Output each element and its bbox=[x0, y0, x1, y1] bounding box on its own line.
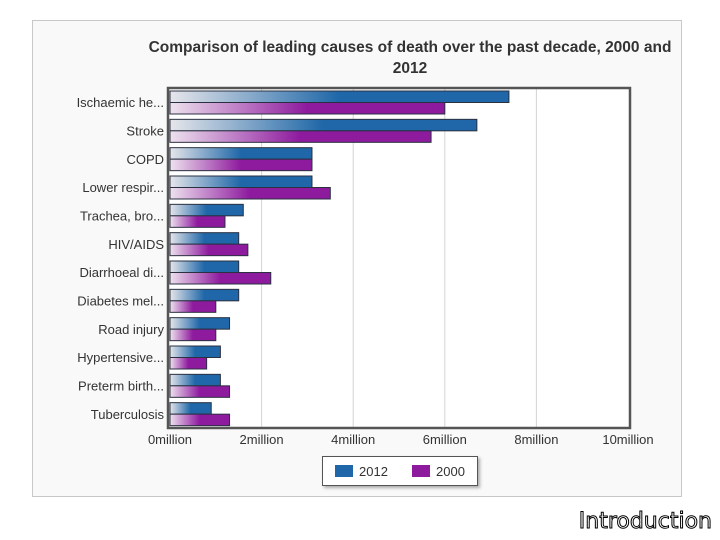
legend-swatch-2012 bbox=[335, 465, 354, 477]
bar-2012 bbox=[169, 317, 231, 330]
y-tick-label: COPD bbox=[126, 152, 164, 167]
y-tick-label: Trachea, bro... bbox=[80, 209, 164, 224]
bar-2000 bbox=[169, 187, 331, 200]
plot-border bbox=[166, 86, 632, 430]
bar-2012 bbox=[169, 260, 240, 273]
bar-2000 bbox=[169, 272, 272, 285]
plot-background bbox=[168, 88, 630, 428]
x-tick-label: 0million bbox=[148, 432, 192, 447]
x-tick-label: 10million bbox=[602, 432, 653, 447]
x-tick-label: 6million bbox=[423, 432, 467, 447]
bar-2000 bbox=[169, 130, 432, 143]
x-tick-label: 2million bbox=[240, 432, 284, 447]
y-tick-label: Ischaemic he... bbox=[77, 95, 164, 110]
y-tick-label: HIV/AIDS bbox=[108, 237, 164, 252]
bar-2000 bbox=[169, 102, 446, 115]
bar-2012 bbox=[169, 402, 212, 415]
bar-2012 bbox=[169, 147, 313, 160]
bar-2000 bbox=[169, 357, 208, 370]
bar-2000 bbox=[169, 328, 217, 342]
y-tick-label: Diabetes mel... bbox=[77, 294, 164, 309]
bar-2000 bbox=[169, 215, 226, 228]
legend-label: 2000 bbox=[436, 463, 465, 479]
y-tick-label: Road injury bbox=[98, 322, 164, 337]
legend-swatch-2000 bbox=[412, 465, 431, 477]
x-tick-label: 4million bbox=[331, 432, 375, 447]
y-tick-label: Diarrhoeal di... bbox=[79, 265, 164, 280]
legend-item-2012[interactable]: 2012 bbox=[335, 464, 388, 479]
legend: 2012 2000 bbox=[322, 456, 478, 486]
bar-2000 bbox=[169, 300, 217, 313]
bar-2012 bbox=[169, 90, 510, 103]
bar-2012 bbox=[169, 373, 221, 387]
bar-2000 bbox=[169, 385, 231, 398]
y-tick-label: Hypertensive... bbox=[77, 350, 164, 365]
bar-2012 bbox=[169, 175, 313, 188]
y-tick-label: Stroke bbox=[126, 124, 164, 139]
y-tick-label: Lower respir... bbox=[82, 180, 164, 195]
legend-item-2000[interactable]: 2000 bbox=[412, 464, 465, 479]
bar-2012 bbox=[169, 288, 240, 302]
bar-2000 bbox=[169, 158, 313, 172]
bar-2012 bbox=[169, 232, 240, 245]
bar-2012 bbox=[169, 203, 244, 217]
bar-2012 bbox=[169, 345, 221, 358]
bar-2000 bbox=[169, 243, 249, 257]
bar-2000 bbox=[169, 413, 231, 427]
legend-label: 2012 bbox=[359, 463, 388, 479]
x-tick-label: 8million bbox=[514, 432, 558, 447]
slide-footer-text: Introduction bbox=[578, 509, 712, 535]
y-tick-label: Preterm birth... bbox=[78, 379, 164, 394]
bar-2012 bbox=[169, 118, 478, 132]
chart-title: Comparison of leading causes of death ov… bbox=[148, 39, 672, 77]
y-tick-label: Tuberculosis bbox=[91, 407, 165, 422]
